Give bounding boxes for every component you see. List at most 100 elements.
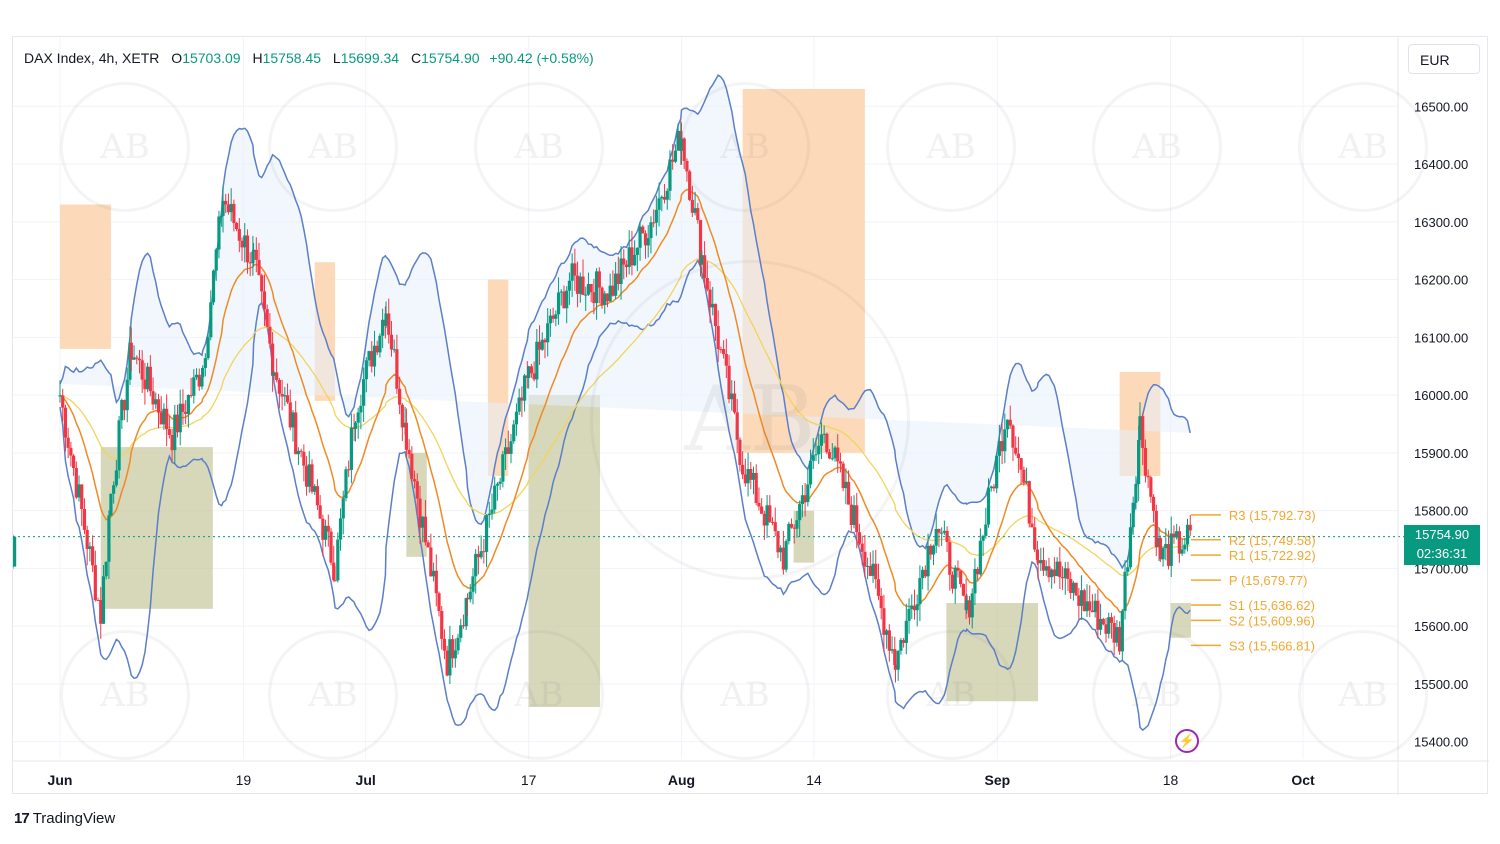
candle-body xyxy=(80,484,84,510)
lightning-icon[interactable]: ⚡ xyxy=(1175,729,1199,753)
candle-body xyxy=(600,287,604,305)
candle-body xyxy=(245,235,250,263)
y-tick-label: 16500.00 xyxy=(1414,99,1468,114)
candle-body xyxy=(1066,568,1070,579)
candle-body xyxy=(431,570,436,577)
candle-body xyxy=(1082,590,1086,612)
candle-body xyxy=(387,313,391,335)
candle-body xyxy=(1041,560,1046,571)
candle-body xyxy=(356,412,360,423)
pivot-label-R3: R3 (15,792.73) xyxy=(1229,508,1316,523)
candle-body xyxy=(359,405,363,413)
candle-body xyxy=(206,337,210,359)
candle-body xyxy=(643,233,648,246)
candle-body xyxy=(315,486,320,506)
candle-body xyxy=(945,530,949,543)
candle-body xyxy=(1175,531,1179,538)
change-value: +90.42 (+0.58%) xyxy=(489,50,594,66)
candle-body xyxy=(1016,453,1021,459)
candle-body xyxy=(676,130,680,151)
candle-body xyxy=(915,604,919,611)
candle-body xyxy=(1149,477,1153,497)
candle-body xyxy=(624,264,629,268)
candle-body xyxy=(907,609,911,621)
candle-body xyxy=(1005,419,1010,430)
close-key: C xyxy=(411,50,422,66)
candle-body xyxy=(404,422,409,450)
candle-body xyxy=(418,498,422,528)
watermark-seal: AB xyxy=(1298,82,1428,212)
candle-body xyxy=(1185,524,1190,545)
symbol-title[interactable]: DAX Index, 4h, XETR xyxy=(24,50,160,66)
candle-body xyxy=(498,481,502,484)
candle-body xyxy=(635,247,639,255)
candle-body xyxy=(1030,523,1034,528)
candle-body xyxy=(973,569,977,594)
candle-body xyxy=(450,639,455,659)
candle-body xyxy=(1146,475,1150,478)
candle-body xyxy=(389,334,394,350)
candle-body xyxy=(226,204,231,213)
candle-body xyxy=(1090,610,1095,613)
x-tick-label: Jun xyxy=(48,772,73,788)
candle-body xyxy=(668,159,672,191)
low-value: 15699.34 xyxy=(340,50,400,66)
candle-body xyxy=(421,516,425,528)
candle-body xyxy=(275,372,279,381)
candle-body xyxy=(109,493,113,516)
candle-body xyxy=(616,273,620,285)
watermark-seal: AB xyxy=(268,82,398,212)
candle-body xyxy=(341,498,345,519)
tradingview-logo[interactable]: 17 TradingView xyxy=(14,810,115,827)
candle-body xyxy=(71,455,76,469)
candle-body xyxy=(120,400,124,421)
y-tick-label: 15800.00 xyxy=(1414,504,1468,519)
candle-body xyxy=(1166,544,1171,566)
candle-body xyxy=(349,427,353,470)
candle-body xyxy=(1011,425,1015,448)
candle-body xyxy=(197,374,201,387)
candle-body xyxy=(527,366,531,378)
candle-body xyxy=(918,578,922,605)
candle-body xyxy=(400,404,404,428)
candle-body xyxy=(262,291,267,310)
candle-body xyxy=(294,412,298,455)
candle-body xyxy=(445,650,449,676)
candle-body xyxy=(537,341,542,350)
x-tick-label: 19 xyxy=(236,772,252,788)
candle-body xyxy=(407,449,411,454)
pivot-label-R2: R2 (15,749.58) xyxy=(1229,533,1316,548)
candle-body xyxy=(170,434,174,451)
candle-body xyxy=(203,358,207,368)
candle-body xyxy=(554,314,558,319)
candle-body xyxy=(372,345,377,367)
candle-body xyxy=(608,285,612,302)
candle-body xyxy=(1112,622,1116,643)
currency-button[interactable]: EUR xyxy=(1408,44,1480,74)
candle-body xyxy=(885,630,889,635)
candle-body xyxy=(272,372,276,376)
candle-body xyxy=(700,255,704,265)
candle-body xyxy=(440,610,444,639)
candle-body xyxy=(1058,561,1062,578)
candle-body xyxy=(876,579,881,596)
pivot-label-P: P (15,679.77) xyxy=(1229,573,1308,588)
candle-body xyxy=(148,366,152,392)
candle-body xyxy=(326,525,330,532)
candle-body xyxy=(426,542,430,548)
candle-body xyxy=(611,285,615,296)
candle-body xyxy=(412,479,417,482)
candle-body xyxy=(904,620,908,643)
candle-body xyxy=(132,357,136,360)
candle-body xyxy=(398,388,402,405)
candle-body xyxy=(1050,569,1054,578)
candle-body xyxy=(1138,416,1142,440)
pivot-label-R1: R1 (15,722.92) xyxy=(1229,548,1316,563)
candle-body xyxy=(940,532,944,534)
candle-body xyxy=(217,216,221,250)
candle-body xyxy=(627,247,631,268)
candle-body xyxy=(122,400,127,411)
candle-body xyxy=(456,637,460,651)
candle-body xyxy=(156,399,161,413)
y-tick-label: 16000.00 xyxy=(1414,388,1468,403)
